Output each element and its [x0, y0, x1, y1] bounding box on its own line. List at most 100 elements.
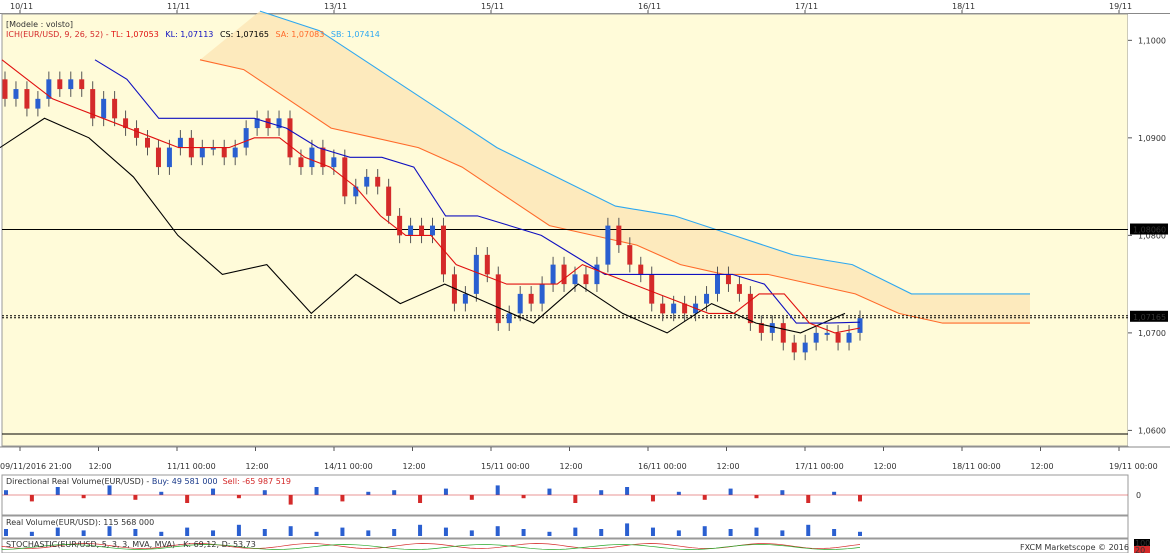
- candle: [386, 186, 392, 216]
- volume-bar: [676, 491, 681, 495]
- top-date-axis: 10/11 11/11 13/11 15/11 16/11 17/11 18/11 19/11: [0, 0, 1170, 14]
- candle: [166, 147, 172, 168]
- stochastic-panel[interactable]: STOCHASTIC(EUR/USD, 5, 3, 3, MVA, MVA) -…: [1, 538, 1150, 553]
- volume-bar: [366, 491, 371, 495]
- volume-bar: [754, 495, 759, 499]
- volume-bar: [392, 490, 397, 495]
- volume-bar: [625, 487, 630, 495]
- candle: [528, 293, 534, 304]
- stoch-level-100: 100: [1135, 539, 1150, 548]
- candle: [2, 79, 8, 99]
- candle: [736, 284, 742, 294]
- candle: [342, 157, 348, 197]
- candle: [375, 176, 381, 187]
- volume-bar: [29, 531, 34, 536]
- candle: [68, 79, 74, 90]
- candle: [123, 118, 129, 129]
- time-label: 12:00: [560, 462, 583, 471]
- candle: [780, 323, 786, 343]
- candle: [725, 274, 731, 285]
- candle: [397, 215, 403, 236]
- chikou-span-line: [0, 117, 846, 334]
- candle: [715, 274, 720, 294]
- real-volume-panel[interactable]: Real Volume(EUR/USD): 115 568 000: [1, 515, 1129, 539]
- candle: [46, 79, 52, 99]
- drv-title: Directional Real Volume(EUR/USD) - Buy: …: [6, 477, 291, 486]
- candle: [232, 147, 238, 158]
- volume-bar: [211, 488, 216, 495]
- volume-bar: [81, 495, 86, 499]
- volume-bar: [314, 531, 319, 536]
- candle: [331, 157, 337, 168]
- top-date-label: 15/11: [481, 2, 504, 11]
- candle: [430, 225, 435, 236]
- candle: [112, 98, 118, 119]
- candle: [199, 147, 205, 158]
- kijun-sen-line: [94, 59, 861, 324]
- top-date-label: 10/11: [10, 2, 33, 11]
- drv-sell-label: Sell: -65 987 519: [223, 477, 291, 486]
- directional-volume-panel[interactable]: Directional Real Volume(EUR/USD) - Buy: …: [1, 474, 1141, 516]
- volume-bar: [806, 495, 811, 503]
- time-label: 18/11 00:00: [952, 462, 1001, 471]
- candle: [769, 323, 775, 333]
- candle: [495, 274, 501, 324]
- volume-bar: [754, 527, 759, 536]
- volume-bar: [806, 524, 811, 536]
- tenkan-sen-line: [1, 59, 861, 334]
- candle: [638, 264, 644, 275]
- cs-label: CS: 1,07165: [220, 30, 269, 39]
- candle: [506, 313, 512, 324]
- candle: [254, 118, 260, 129]
- model-label: [Modele : volsto]: [6, 20, 73, 29]
- volume-bar: [625, 523, 630, 536]
- kl-label: KL: 1,07113: [165, 30, 213, 39]
- volume-bar: [288, 495, 293, 505]
- volume-bar: [443, 527, 448, 536]
- candle: [287, 118, 293, 158]
- volume-bar: [392, 529, 397, 536]
- candle: [649, 274, 655, 304]
- volume-bar: [236, 524, 241, 536]
- volume-bar: [599, 529, 604, 536]
- candle: [353, 186, 359, 197]
- candle: [835, 332, 841, 343]
- volume-bar: [55, 527, 60, 536]
- candle: [408, 225, 414, 236]
- candle: [846, 332, 852, 343]
- time-label: 16/11 00:00: [638, 462, 687, 471]
- last-tag-bg: [1130, 310, 1168, 322]
- candle: [276, 118, 282, 129]
- candle: [57, 79, 63, 90]
- stoch-title: STOCHASTIC(EUR/USD, 5, 3, 3, MVA, MVA) -…: [6, 540, 256, 549]
- volume-bar: [29, 495, 34, 502]
- volume-bar: [495, 526, 500, 536]
- volume-bar: [547, 531, 552, 536]
- candle: [451, 274, 457, 304]
- candle: [616, 225, 622, 246]
- top-date-label: 11/11: [167, 2, 190, 11]
- ich-label: ICH(EUR/USD, 9, 26, 52) -: [6, 30, 111, 39]
- volume-bar: [650, 527, 655, 536]
- candle: [265, 118, 271, 129]
- drv-zero-label: 0: [1136, 491, 1141, 500]
- price-label: 1,0800: [1138, 231, 1166, 240]
- drv-buy-label: Buy: 49 581 000: [152, 477, 218, 486]
- candle: [101, 98, 107, 119]
- volume-bar: [599, 490, 604, 495]
- panel-bg: [1, 515, 1129, 539]
- stoch-d-line: [1, 544, 861, 550]
- volume-bar: [340, 495, 345, 502]
- time-label: 12:00: [403, 462, 426, 471]
- candle: [484, 254, 490, 275]
- candle: [90, 89, 96, 119]
- candle: [243, 128, 249, 148]
- price-chart-area[interactable]: [0, 10, 1129, 447]
- volume-bar: [521, 495, 526, 499]
- candle: [145, 137, 150, 148]
- volume-bar: [676, 530, 681, 536]
- volume-bar: [418, 524, 423, 536]
- volume-bar: [650, 495, 655, 502]
- level-price-tag: 1,08060: [1133, 226, 1166, 235]
